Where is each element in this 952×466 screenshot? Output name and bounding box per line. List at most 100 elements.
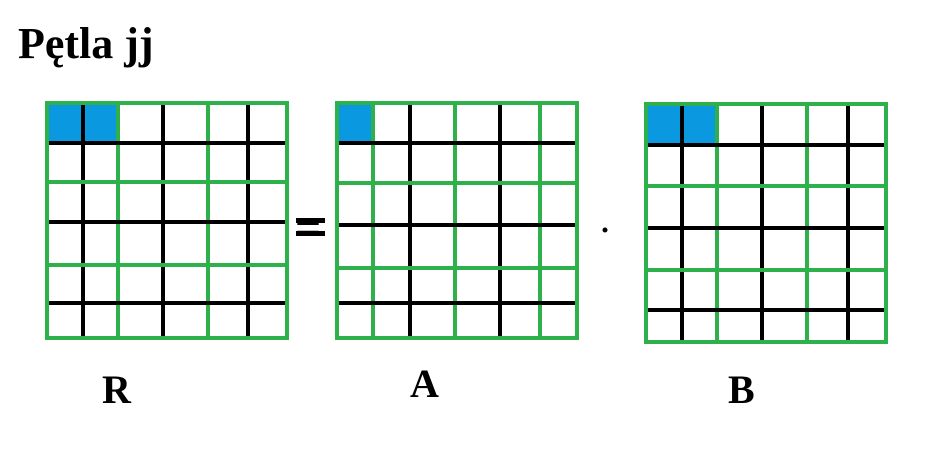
matrix-r-cell-1-4 <box>208 143 248 182</box>
matrix-a-cell-4-0 <box>337 268 373 303</box>
matrix-r-border <box>45 101 289 340</box>
matrix-r-cell-4-2 <box>118 265 163 303</box>
matrix-b-cell-3-2 <box>717 228 762 270</box>
matrix-b-border <box>644 102 888 344</box>
matrix-a-cell-4-1 <box>373 268 410 303</box>
matrix-b-cell-5-1 <box>682 310 717 342</box>
matrix-r-cell-4-1 <box>83 265 118 303</box>
matrix-b-cell-4-0 <box>646 270 682 310</box>
matrix-a-cell-0-0 <box>337 103 373 143</box>
matrix-b-cell-0-4 <box>807 104 848 145</box>
matrix-r-cell-2-0 <box>47 182 83 222</box>
matrix-a-cell-4-2 <box>410 268 455 303</box>
matrix-b-cell-0-3 <box>762 104 807 145</box>
matrix-b-cell-3-5 <box>848 228 886 270</box>
matrix-a-cell-4-3 <box>455 268 500 303</box>
matrix-b-cell-2-3 <box>762 186 807 228</box>
matrix-a-cell-0-5 <box>540 103 577 143</box>
matrix-b-cell-1-4 <box>807 145 848 186</box>
matrix-r-cell-0-3 <box>163 103 208 143</box>
matrix-a-cell-2-3 <box>455 183 500 225</box>
matrix-r-cell-5-5 <box>248 303 287 338</box>
matrix-a-cell-0-4 <box>500 103 540 143</box>
matrix-a-cell-3-2 <box>410 225 455 268</box>
matrix-a-border <box>335 101 579 340</box>
matrix-b-cell-2-1 <box>682 186 717 228</box>
matrix-a-cell-3-3 <box>455 225 500 268</box>
matrix-r-cell-5-1 <box>83 303 118 338</box>
matrix-r-cell-2-4 <box>208 182 248 222</box>
label-b: B <box>728 367 755 412</box>
matrix-r-cell-1-0 <box>47 143 83 182</box>
matrix-a-cell-2-5 <box>540 183 577 225</box>
matrix-b-cell-0-0 <box>646 104 682 145</box>
matrix-b-cell-5-2 <box>717 310 762 342</box>
matrix-a-cell-1-4 <box>500 143 540 183</box>
matrix-b-cell-0-1 <box>682 104 717 145</box>
matrix-r-cell-4-5 <box>248 265 287 303</box>
matrix-b-cell-2-2 <box>717 186 762 228</box>
matrix-r-cell-5-2 <box>118 303 163 338</box>
matrix-b-cell-3-3 <box>762 228 807 270</box>
matrix-r-cell-3-1 <box>83 222 118 265</box>
matrix-r-cell-2-2 <box>118 182 163 222</box>
matrix-r-cell-0-5 <box>248 103 287 143</box>
matrix-a-cell-1-5 <box>540 143 577 183</box>
matrix-b-cell-1-2 <box>717 145 762 186</box>
matrix-r-cell-5-0 <box>47 303 83 338</box>
matrix-r-cell-4-0 <box>47 265 83 303</box>
matrix-a-cell-4-4 <box>500 268 540 303</box>
matrix-b-cell-2-4 <box>807 186 848 228</box>
matrix-a-cell-4-5 <box>540 268 577 303</box>
matrix-b <box>644 102 888 344</box>
matrix-r-cell-5-4 <box>208 303 248 338</box>
matrix-a-cell-2-0 <box>337 183 373 225</box>
matrix-b-cell-1-1 <box>682 145 717 186</box>
matrix-r <box>45 101 289 340</box>
matrix-a-cell-1-2 <box>410 143 455 183</box>
matrix-a-cell-5-3 <box>455 303 500 338</box>
matrix-a-cell-1-1 <box>373 143 410 183</box>
matrix-b-cell-4-2 <box>717 270 762 310</box>
matrix-b-cell-0-5 <box>848 104 886 145</box>
matrix-a-cell-5-0 <box>337 303 373 338</box>
matrix-a-cell-3-1 <box>373 225 410 268</box>
matrix-b-cell-2-5 <box>848 186 886 228</box>
matrix-a-cell-1-0 <box>337 143 373 183</box>
matrix-b-cell-1-3 <box>762 145 807 186</box>
multiplication-dot <box>602 227 608 233</box>
matrix-b-cell-4-5 <box>848 270 886 310</box>
matrix-a-cell-5-2 <box>410 303 455 338</box>
matrix-a-cell-1-3 <box>455 143 500 183</box>
matrix-a-cell-2-4 <box>500 183 540 225</box>
matrix-b-cell-0-2 <box>717 104 762 145</box>
matrix-r-cell-0-2 <box>118 103 163 143</box>
matrix-r-cell-2-5 <box>248 182 287 222</box>
matrix-a-cell-0-3 <box>455 103 500 143</box>
matrix-b-cell-3-0 <box>646 228 682 270</box>
matrix-a-cell-3-5 <box>540 225 577 268</box>
matrix-a-cell-5-4 <box>500 303 540 338</box>
matrix-b-cell-5-3 <box>762 310 807 342</box>
matrix-r-cell-0-0 <box>47 103 83 143</box>
equals-sign: = <box>295 202 321 253</box>
matrix-r-cell-1-1 <box>83 143 118 182</box>
matrix-r-cell-1-2 <box>118 143 163 182</box>
matrix-a-cell-5-1 <box>373 303 410 338</box>
matrix-r-cell-3-2 <box>118 222 163 265</box>
matrix-r-cell-0-4 <box>208 103 248 143</box>
matrix-r-cell-3-0 <box>47 222 83 265</box>
matrix-b-cell-5-4 <box>807 310 848 342</box>
matrix-b-cell-5-0 <box>646 310 682 342</box>
diagram-title: Pętla jj <box>18 19 154 68</box>
matrix-a <box>335 101 579 340</box>
label-a: A <box>410 361 439 406</box>
matrix-r-cell-4-3 <box>163 265 208 303</box>
matrix-a-cell-3-4 <box>500 225 540 268</box>
matrix-r-cell-2-3 <box>163 182 208 222</box>
label-r: R <box>102 367 132 412</box>
matrix-a-cell-0-2 <box>410 103 455 143</box>
matrix-b-cell-4-1 <box>682 270 717 310</box>
